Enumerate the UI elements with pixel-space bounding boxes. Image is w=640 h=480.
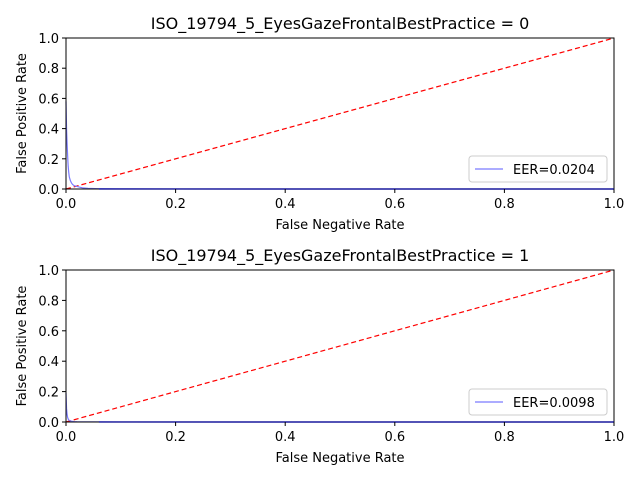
legend-box [468,388,608,416]
diagonal-reference-line [65,269,615,423]
y-tick-label: 0.6 [38,325,59,340]
y-axis-label: False Positive Rate [15,286,30,407]
x-tick-label: 0.2 [165,197,186,212]
y-tick-label: 0.2 [38,153,59,168]
x-axis-label: False Negative Rate [275,451,404,466]
y-tick-label: 0.8 [38,294,59,309]
legend: EER=0.0098 [468,388,608,416]
x-tick-label: 0.2 [165,430,186,445]
x-tick-label: 0.6 [384,430,405,445]
y-axis-label: False Positive Rate [15,53,30,174]
y-tick-label: 0.4 [38,355,59,370]
x-axis-label: False Negative Rate [275,218,404,233]
subplot-0: ISO_19794_5_EyesGazeFrontalBestPractice … [15,14,624,233]
y-tick-label: 1.0 [38,32,59,47]
x-tick-label: 1.0 [604,197,625,212]
y-tick-label: 0.8 [38,62,59,77]
chart-title: ISO_19794_5_EyesGazeFrontalBestPractice … [151,246,530,266]
legend-label: EER=0.0098 [513,396,595,411]
diagonal-reference-line [65,37,615,190]
x-tick-label: 0.0 [56,430,77,445]
subplot-1: ISO_19794_5_EyesGazeFrontalBestPractice … [15,246,624,466]
y-tick-label: 0.2 [38,386,59,401]
chart-title: ISO_19794_5_EyesGazeFrontalBestPractice … [151,14,530,34]
y-tick-label: 0.6 [38,92,59,107]
legend-label: EER=0.0204 [513,163,595,178]
x-tick-label: 0.8 [494,197,515,212]
x-tick-label: 0.0 [56,197,77,212]
x-tick-label: 0.6 [384,197,405,212]
y-tick-label: 0.0 [38,416,59,431]
legend-box [468,155,608,183]
y-tick-label: 1.0 [38,264,59,279]
x-tick-label: 1.0 [604,430,625,445]
y-tick-label: 0.0 [38,183,59,198]
x-tick-label: 0.4 [275,197,296,212]
legend: EER=0.0204 [468,155,608,183]
x-tick-label: 0.8 [494,430,515,445]
x-tick-label: 0.4 [275,430,296,445]
y-tick-label: 0.4 [38,123,59,138]
